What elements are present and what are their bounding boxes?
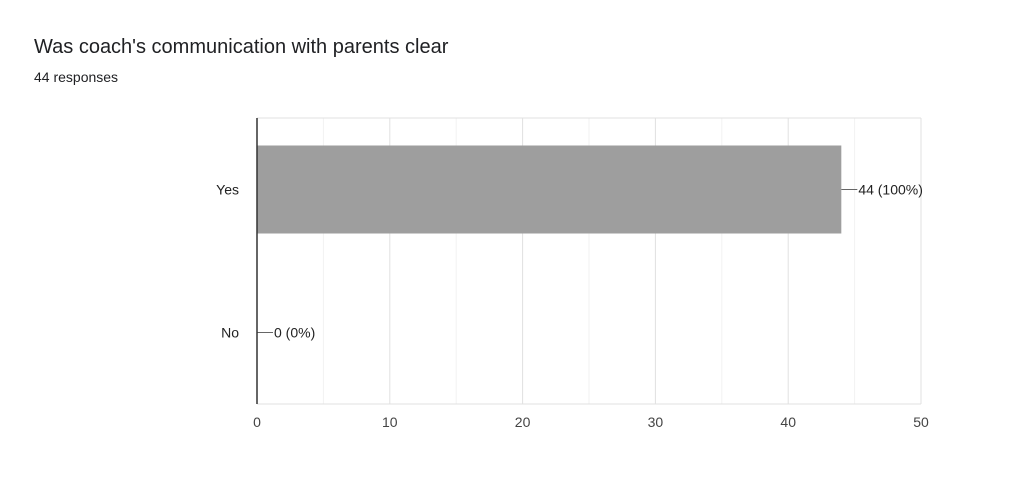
x-tick-label: 40 — [780, 414, 796, 430]
x-tick-label: 50 — [913, 414, 929, 430]
x-tick-label: 20 — [515, 414, 531, 430]
bars — [257, 145, 842, 234]
x-tick-label: 30 — [648, 414, 664, 430]
category-labels: Yes No — [216, 182, 239, 341]
label-leaders — [257, 189, 858, 333]
category-label: No — [221, 325, 239, 341]
category-label: Yes — [216, 182, 239, 198]
data-labels: 44 (100%) 0 (0%) — [274, 182, 923, 341]
x-tick-label: 10 — [382, 414, 398, 430]
bar-yes — [257, 145, 842, 234]
data-label: 44 (100%) — [858, 182, 923, 198]
x-tick-label: 0 — [253, 414, 261, 430]
x-tick-labels: 0 10 20 30 40 50 — [253, 414, 929, 430]
response-count: 44 responses — [34, 69, 119, 85]
question-title: Was coach's communication with parents c… — [34, 36, 449, 58]
data-label: 0 (0%) — [274, 325, 315, 341]
